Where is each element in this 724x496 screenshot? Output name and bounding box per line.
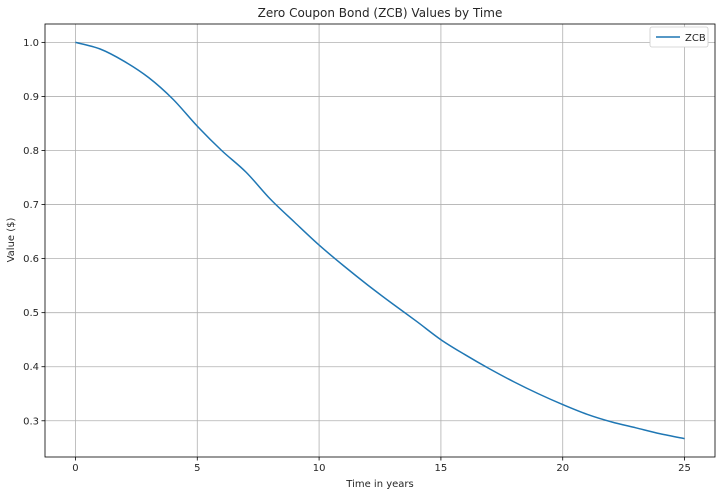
- y-axis-title: Value ($): [6, 218, 17, 263]
- chart-title: Zero Coupon Bond (ZCB) Values by Time: [258, 6, 503, 20]
- series-layer: [75, 41, 685, 440]
- x-tick-label: 15: [435, 463, 448, 474]
- x-tick-label: 25: [678, 463, 691, 474]
- x-axis-title: Time in years: [345, 479, 413, 490]
- x-tick-label: 10: [313, 463, 326, 474]
- series-line-zcb: [75, 41, 685, 440]
- y-tick-label: 0.5: [23, 308, 39, 319]
- y-tick-label: 0.6: [23, 254, 39, 265]
- y-tick-label: 0.3: [23, 416, 39, 427]
- legend: ZCB: [649, 26, 709, 48]
- y-tick-label: 0.7: [23, 200, 39, 211]
- y-tick-label: 0.9: [23, 92, 39, 103]
- y-tick-label: 1.0: [23, 38, 39, 49]
- x-tick-label: 5: [194, 463, 200, 474]
- plot-frame: [44, 23, 716, 458]
- x-tick-label: 0: [72, 463, 78, 474]
- y-tick-label: 0.4: [23, 362, 39, 373]
- y-tick-label: 0.8: [23, 146, 39, 157]
- x-tick-label: 20: [556, 463, 569, 474]
- axis-ticks: 0 5 10 15 20 25 0.3 0.4 0.5 0.6 0.7 0.8 0.9 1.0: [23, 38, 691, 474]
- legend-label-zcb: ZCB: [685, 33, 706, 44]
- grid-lines: [45, 24, 715, 457]
